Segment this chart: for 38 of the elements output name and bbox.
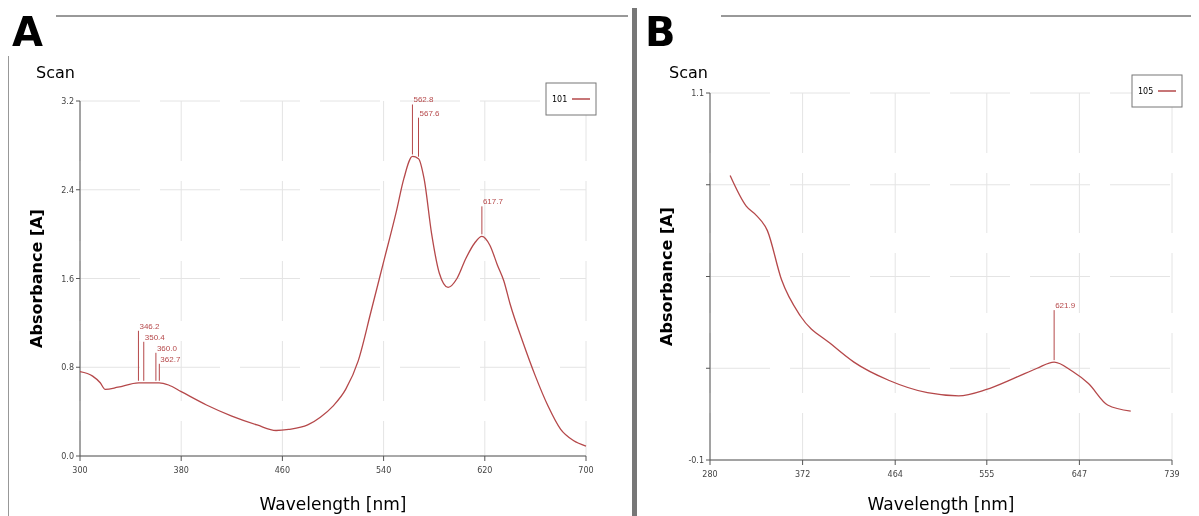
x-tick-label: 372: [794, 470, 811, 479]
x-tick-label: 620: [477, 466, 493, 475]
y-tick-label: 1.6: [61, 274, 74, 284]
annotation: 350.4: [144, 332, 166, 342]
x-tick-label: 464: [887, 470, 903, 479]
x-axis-title: Wavelength [nm]: [867, 494, 1015, 514]
annotation: 562.8: [413, 95, 435, 105]
y-tick-label: 3.2: [61, 97, 74, 106]
chart-subtitle: Scan: [36, 63, 75, 82]
x-tick-label: 647: [1071, 470, 1088, 479]
x-tick-label: 300: [72, 466, 88, 475]
y-tick-label: 0.0: [61, 452, 74, 461]
chart-title: A: [12, 9, 43, 55]
chart-title: B: [645, 9, 676, 55]
annotation: 362.7: [160, 354, 181, 364]
x-axis-title: Wavelength [nm]: [259, 494, 407, 514]
annotation: 567.6: [419, 108, 441, 118]
line-series: [729, 174, 1132, 412]
y-tick-label: -0.1: [688, 456, 704, 465]
x-tick-label: 700: [578, 466, 594, 475]
annotation: 621.9: [1055, 301, 1076, 311]
y-tick-label: 0.8: [61, 363, 74, 373]
annotation: 360.0: [156, 343, 178, 353]
x-tick-label: 555: [979, 470, 995, 479]
chart-subtitle: Scan: [669, 63, 708, 82]
y-tick-label: 1.1: [691, 89, 704, 98]
y-tick-label: 2.4: [61, 185, 74, 195]
annotation: 617.7: [482, 197, 504, 207]
x-tick-label: 540: [375, 466, 392, 475]
annotation: 346.2: [139, 321, 161, 331]
x-tick-label: 380: [173, 466, 189, 475]
legend-label: 105: [1138, 87, 1154, 96]
x-tick-label: 460: [274, 466, 291, 475]
y-axis-title: Absorbance [A]: [27, 209, 46, 348]
legend-label: 101: [552, 95, 568, 104]
x-tick-label: 739: [1164, 470, 1180, 479]
x-tick-label: 280: [702, 470, 718, 479]
y-axis-title: Absorbance [A]: [657, 207, 676, 346]
